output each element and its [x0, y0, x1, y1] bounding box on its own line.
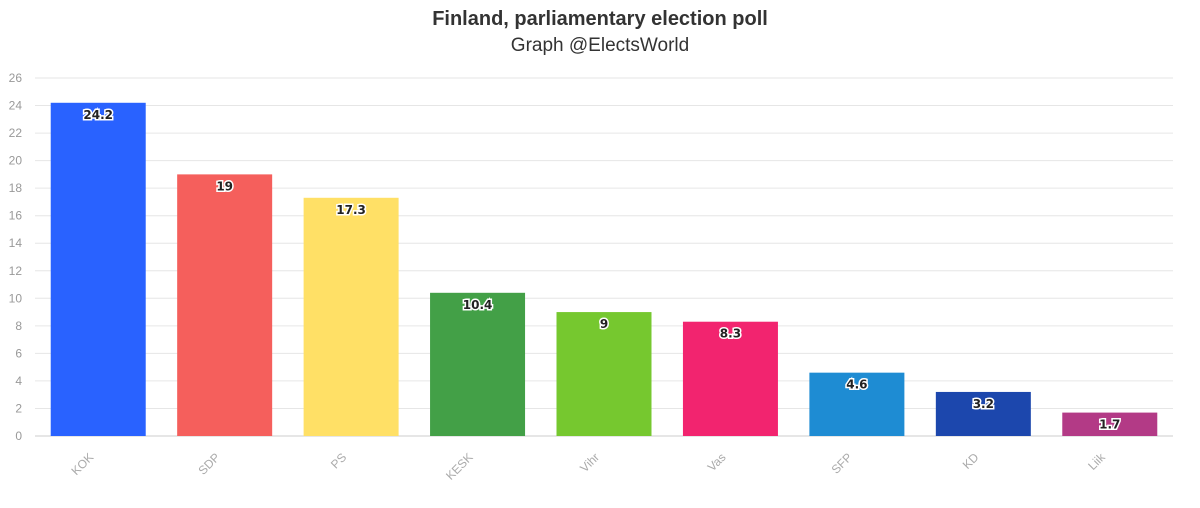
bar-kd[interactable] — [935, 391, 1031, 436]
x-axis: KOK SDP PS KESK Vihr Vas SFP KD Liik — [69, 450, 1109, 483]
x-tick-label: PS — [328, 450, 349, 471]
x-tick-label: KD — [960, 450, 982, 472]
x-tick-label: Vas — [705, 450, 729, 474]
data-label: 1.7 — [1099, 418, 1120, 432]
y-tick-label: 22 — [9, 126, 23, 140]
data-label: 24.2 — [83, 108, 113, 122]
chart-title: Finland, parliamentary election poll — [432, 8, 768, 30]
y-tick-label: 0 — [15, 429, 22, 443]
y-tick-label: 20 — [9, 154, 23, 168]
y-tick-label: 16 — [9, 209, 23, 223]
x-tick-label: KESK — [443, 450, 476, 483]
y-tick-label: 4 — [15, 374, 22, 388]
bar-liik[interactable] — [1062, 412, 1158, 436]
bar-vihr[interactable] — [556, 312, 652, 436]
y-tick-label: 10 — [9, 291, 23, 305]
bar-sdp[interactable] — [177, 174, 273, 436]
x-tick-label: SDP — [195, 450, 222, 477]
y-tick-label: 14 — [9, 236, 23, 250]
data-label: 4.6 — [846, 378, 867, 392]
y-tick-label: 8 — [15, 319, 22, 333]
data-labels: 24.2 19 17.3 10.4 9 8.3 4.6 3.2 1.7 — [82, 106, 1122, 433]
x-tick-label: SFP — [829, 450, 855, 476]
data-label: 17.3 — [336, 203, 366, 217]
data-label: 8.3 — [720, 327, 741, 341]
data-label: 10.4 — [463, 298, 493, 312]
y-tick-label: 18 — [9, 181, 23, 195]
bar-ps[interactable] — [303, 197, 399, 436]
y-tick-label: 2 — [15, 401, 22, 415]
x-tick-label: KOK — [69, 450, 97, 478]
data-label: 3.2 — [973, 397, 994, 411]
y-tick-label: 6 — [15, 346, 22, 360]
bars — [50, 102, 1158, 437]
y-tick-label: 24 — [9, 99, 23, 113]
bar-sfp[interactable] — [809, 372, 905, 436]
x-tick-label: Vihr — [577, 450, 602, 475]
x-tick-label: Liik — [1085, 450, 1108, 473]
y-tick-label: 12 — [9, 264, 23, 278]
bar-kok[interactable] — [50, 102, 146, 437]
y-tick-label: 26 — [9, 71, 23, 85]
chart-subtitle: Graph @ElectsWorld — [510, 35, 690, 56]
data-label: 19 — [216, 179, 233, 193]
bar-vas[interactable] — [682, 321, 778, 436]
bar-kesk[interactable] — [430, 292, 526, 436]
data-label: 9 — [600, 317, 608, 331]
